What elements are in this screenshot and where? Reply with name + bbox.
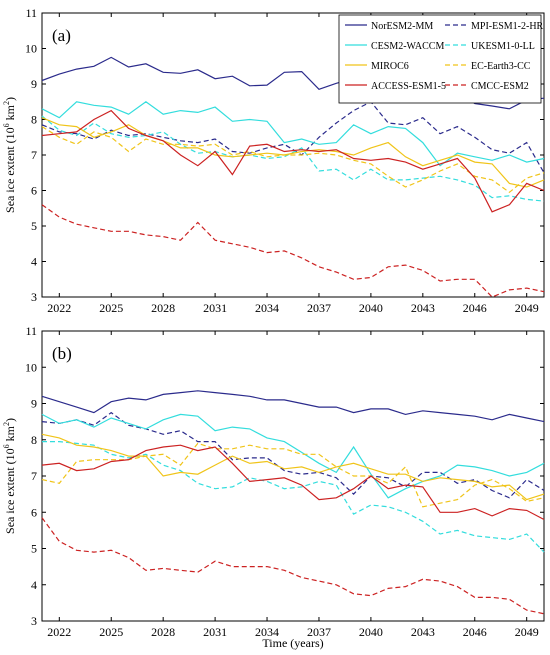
legend-label: NorESM2-MM — [371, 21, 433, 32]
x-tick-label: 2049 — [515, 625, 539, 639]
legend: NorESM2-MM MPI-ESM1-2-HR CESM2-WACCM UKESM1… — [338, 14, 544, 104]
x-tick-label: 2043 — [411, 301, 435, 315]
x-tick-label: 2025 — [99, 301, 123, 315]
series-line-cesm2-waccm — [41, 101, 545, 167]
series-line-ukesm1-0-ll — [42, 441, 545, 553]
series-line-mpi-esm1-2-hr — [41, 411, 545, 499]
y-axis-title-part: km — [3, 104, 17, 123]
panel-label: (b) — [52, 344, 72, 363]
y-axis-title-part: km — [3, 425, 17, 444]
series-line-cmcc-esm2 — [41, 517, 545, 615]
x-tick-label: 2034 — [255, 625, 279, 639]
x-tick-label: 2031 — [203, 301, 227, 315]
y-tick-label: 3 — [31, 614, 37, 628]
x-tick-label: 2046 — [463, 625, 487, 639]
legend-label: EC-Earth3-CC — [471, 61, 531, 72]
x-tick-label: 2040 — [359, 301, 383, 315]
legend-label: CMCC-ESM2 — [471, 81, 529, 92]
y-tick-label: 6 — [31, 505, 37, 519]
series-line-noresm2-mm — [41, 390, 545, 423]
series-line-cesm2-waccm — [41, 413, 545, 499]
series-line-access-esm1-5 — [41, 109, 545, 213]
y-axis-title-part: 2 — [2, 422, 11, 426]
y-tick-label: 8 — [31, 433, 37, 447]
y-axis-title-part: ) — [3, 97, 17, 101]
y-axis-title-part: ) — [3, 418, 17, 422]
x-tick-label: 2025 — [99, 625, 123, 639]
y-axis-title-part: 2 — [2, 101, 11, 105]
y-axis-title-part: 6 — [2, 123, 11, 127]
y-tick-label: 4 — [31, 255, 37, 269]
y-tick-label: 11 — [25, 324, 37, 338]
legend-label: ACCESS-ESM1-5 — [371, 81, 446, 92]
y-tick-label: 5 — [31, 542, 37, 556]
x-axis-title: Time (years) — [262, 636, 323, 650]
x-tick-label: 2037 — [307, 301, 331, 315]
legend-label: CESM2-WACCM — [371, 41, 444, 52]
series-line-miroc6 — [41, 433, 545, 501]
series-line-access-esm1-5 — [41, 444, 545, 521]
y-tick-label: 9 — [31, 77, 37, 91]
x-tick-label: 2022 — [47, 301, 71, 315]
y-tick-label: 10 — [25, 360, 37, 374]
panel-a: 3 4 5 6 7 8 9 10 11 2022 2025 2028 2031 2034 2037 2040 2… — [2, 6, 545, 315]
x-tick-label: 2037 — [307, 625, 331, 639]
panel-label: (a) — [52, 26, 71, 45]
panel-b: 3 4 5 6 7 8 9 10 11 2022 2025 2028 2031 2034 2037 2040 2… — [2, 324, 545, 639]
y-tick-label: 3 — [31, 290, 37, 304]
x-tick-label: 2043 — [411, 625, 435, 639]
y-tick-label: 9 — [31, 397, 37, 411]
x-tick-label: 2028 — [151, 625, 175, 639]
y-tick-label: 7 — [31, 148, 37, 162]
y-tick-label: 7 — [31, 469, 37, 483]
series-line-ec-earth3-cc — [41, 126, 545, 194]
y-axis-title: Sea ice extent (106 km2) — [2, 418, 17, 534]
legend-box — [338, 14, 542, 104]
y-tick-label: 4 — [31, 578, 37, 592]
x-tick-label: 2028 — [151, 301, 175, 315]
y-axis-title-part: Sea ice extent (10 — [3, 127, 17, 213]
x-tick-label: 2049 — [515, 301, 539, 315]
x-tick-label: 2040 — [359, 625, 383, 639]
y-tick-label: 10 — [25, 42, 37, 56]
y-tick-label: 5 — [31, 219, 37, 233]
series-line-cmcc-esm2 — [41, 204, 545, 298]
y-tick-label: 6 — [31, 184, 37, 198]
legend-label: MIROC6 — [371, 61, 409, 72]
series-line-ukesm1-0-ll — [41, 115, 545, 202]
x-tick-label: 2034 — [255, 301, 279, 315]
x-tick-label: 2046 — [463, 301, 487, 315]
y-axis-title: Sea ice extent (106 km2) — [2, 97, 17, 213]
y-axis-title-part: Sea ice extent (10 — [3, 448, 17, 534]
legend-label: MPI-ESM1-2-HR — [471, 21, 544, 32]
y-axis-title-part: 6 — [2, 444, 11, 448]
legend-label: UKESM1-0-LL — [471, 41, 535, 52]
series-line-mpi-esm1-2-hr — [41, 101, 545, 174]
y-tick-label: 8 — [31, 113, 37, 127]
y-tick-label: 11 — [25, 6, 37, 20]
x-tick-label: 2031 — [203, 625, 227, 639]
x-tick-label: 2022 — [47, 625, 71, 639]
plot-frame — [41, 330, 545, 622]
